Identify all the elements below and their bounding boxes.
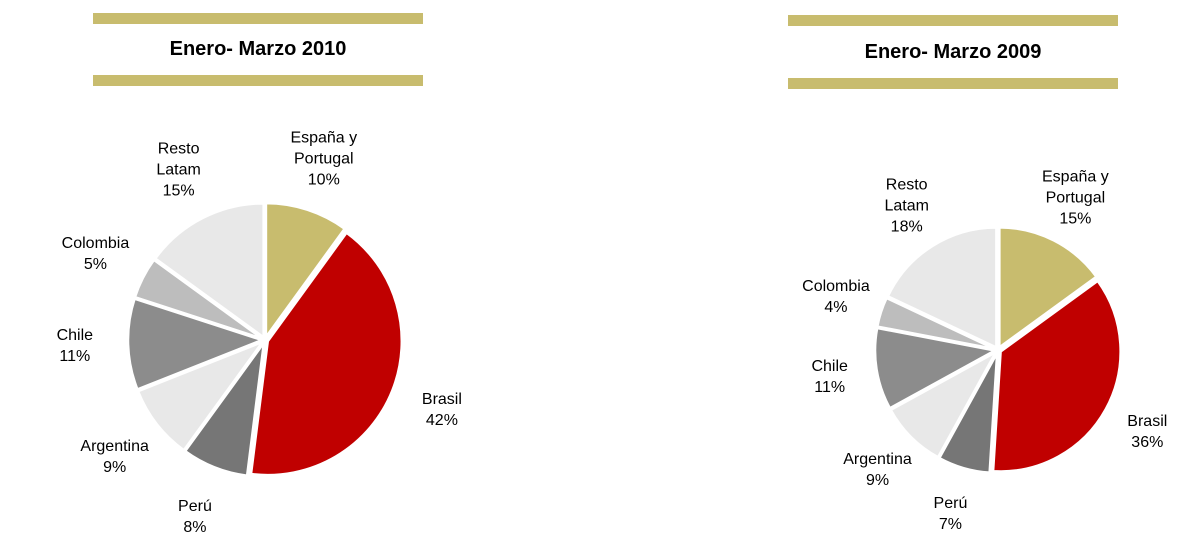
title-bar [93,13,423,24]
slice-label: Colombia 5% [53,233,137,275]
slice-category: Resto Latam [156,140,201,179]
slice-label: Argentina 9% [836,449,920,491]
slice-category: Brasil [1127,413,1168,431]
slice-value: 9% [865,472,890,490]
title-bar [788,78,1118,89]
title-bar [93,75,423,86]
pie-slice [136,339,267,452]
slice-label: España y Portugal 10% [282,128,366,191]
pie-slice [183,342,266,478]
pie-slice [937,352,999,474]
slice-label: Perú 8% [153,496,237,538]
slice-category: Brasil [421,391,462,409]
slice-label: España y Portugal 15% [1033,167,1117,230]
slice-category: Argentina [843,451,912,469]
slice-value: 11% [59,347,91,365]
slice-category: España y Portugal [1042,168,1109,207]
slice-value: 8% [183,518,207,536]
slice-value: 11% [814,378,846,396]
slice-value: 9% [103,458,127,476]
pie-slice [873,326,999,410]
slice-value: 4% [824,299,848,317]
chart-title: Enero- Marzo 2009 [864,41,1042,63]
pie-slice [875,296,996,351]
pie-slice [126,297,266,392]
slice-label: Colombia 4% [794,276,878,318]
pie-slice [153,202,265,340]
slice-label: Brasil 36% [1105,411,1189,453]
slice-category: Perú [178,497,212,515]
pie-slice [133,258,264,340]
slice-category: Argentina [80,437,149,455]
title-bar [788,15,1118,26]
slice-category: España y Portugal [290,129,358,168]
slice-category: Colombia [802,278,870,296]
pie-slice [998,226,1099,350]
pie-slice [249,230,404,477]
slice-label: Argentina 9% [73,436,157,478]
slice-value: 5% [83,255,108,273]
chart-title: Enero- Marzo 2010 [169,38,347,60]
slice-label: Resto Latam 18% [865,175,949,238]
slice-value: 10% [307,171,340,189]
slice-label: Brasil 42% [400,389,484,431]
slice-value: 15% [1059,210,1092,228]
slice-label: Perú 7% [908,493,992,535]
pie-slice [991,279,1122,473]
slice-value: 18% [890,218,923,236]
slice-value: 7% [938,515,963,533]
slice-category: Perú [933,494,968,512]
slice-category: Chile [811,357,848,375]
slice-category: Resto Latam [884,176,929,215]
slice-label: Chile 11% [788,356,872,398]
slice-label: Resto Latam 15% [137,139,221,202]
slice-label: Chile 11% [33,325,117,367]
pie-slice [889,348,1000,459]
slice-category: Colombia [61,234,130,252]
slice-value: 15% [162,182,195,200]
slice-category: Chile [56,326,94,344]
pie-slice [264,201,347,341]
pie-slice [886,226,998,350]
slice-value: 36% [1131,434,1164,452]
slice-value: 42% [425,412,458,430]
